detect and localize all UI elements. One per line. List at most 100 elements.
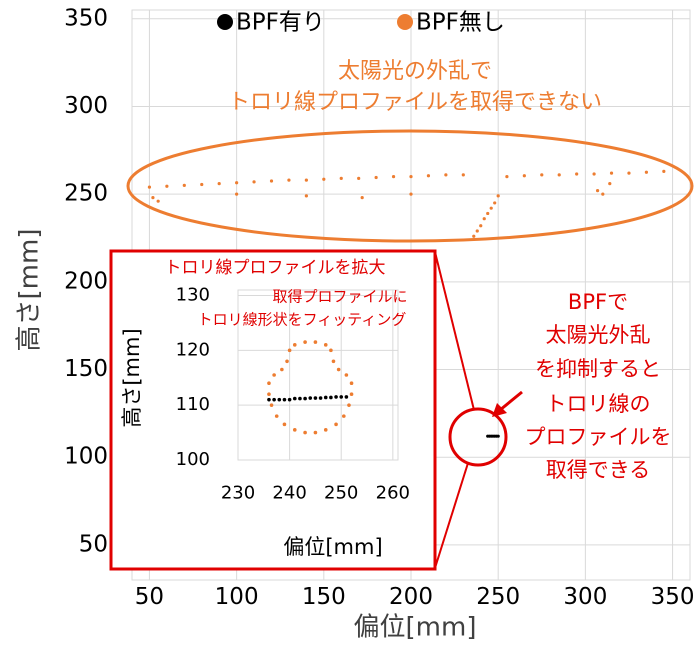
data-point [489,206,493,210]
annotation: トロリ線プロファイルを取得できない [228,90,602,115]
data-point [357,176,361,180]
data-point [496,194,500,198]
data-point [292,396,297,401]
inset-box [109,249,437,571]
annotation: トロリ線プロファイルを拡大 [165,258,386,278]
legend-label: BPF無し [416,10,505,36]
y-axis-title: 高さ[mm] [120,328,144,427]
side-note: BPFで 太陽光外乱 を抑制すると トロリ線の プロファイルを 取得できる [525,290,672,482]
data-point [349,381,354,386]
data-point [496,434,500,438]
data-point [472,234,476,238]
data-point [313,340,318,344]
data-point [292,343,297,347]
legend-label: BPF有り [236,10,325,36]
annotation: を抑制すると [535,357,661,381]
data-point [267,381,271,386]
data-point [272,373,276,377]
data-point [298,396,302,401]
data-point [334,395,338,399]
data-point [323,428,328,432]
data-point [323,343,328,347]
legend-marker [397,14,413,30]
highlight-ellipse [126,129,694,243]
data-point [608,182,612,186]
y-tick-label: 350 [64,5,108,31]
y-tick-label: 120 [176,339,210,360]
y-axis-title: 高さ[mm] [15,229,45,352]
data-point [303,340,307,344]
data-point [505,175,509,179]
annotation: プロファイルを [525,425,672,449]
x-tick-label: 250 [476,584,520,610]
data-point [540,173,544,177]
data-point [282,422,287,427]
x-tick-label: 50 [135,584,164,610]
data-point [252,180,256,184]
data-point [609,171,614,175]
annotation: トロリ線の [546,392,651,416]
data-point [329,348,333,353]
data-point [349,392,354,396]
data-point [486,211,490,216]
data-point [409,175,413,179]
arrow-head [492,403,507,417]
data-point [287,348,292,353]
data-point [156,199,160,203]
connector [434,462,469,569]
data-point [269,403,274,407]
y-tick-label: 110 [176,394,210,415]
y-tick-label: 150 [64,356,108,382]
data-point [182,183,186,187]
arrow [499,390,523,412]
y-tick-label: 50 [79,531,108,557]
data-point [347,403,351,407]
data-point [277,397,282,402]
data-point [444,173,448,177]
data-point [269,179,274,183]
data-point [313,430,318,435]
y-tick-label: 100 [64,444,108,470]
data-point [482,217,486,221]
data-point [336,367,341,372]
data-point [303,396,307,401]
data-point [235,181,239,185]
data-point [272,397,276,402]
x-tick-label: 250 [324,483,358,504]
data-point [342,414,346,418]
data-point [308,396,313,400]
data-point [662,169,666,173]
data-point [329,395,333,400]
y-tick-label: 100 [176,449,210,470]
x-tick-label: 100 [215,584,259,610]
data-point [303,430,307,435]
data-point [280,367,284,372]
data-point [287,397,292,402]
x-axis-title: 偏位[mm] [354,613,477,643]
data-point [595,189,600,193]
data-point [322,177,326,181]
data-point [475,229,479,233]
data-point [318,396,323,400]
data-point [601,192,605,196]
data-point [344,395,349,399]
x-axis-title: 偏位[mm] [283,535,382,559]
data-point [575,172,579,176]
legend-marker [217,14,233,30]
data-point [522,174,526,178]
data-point [151,196,155,200]
data-point [331,359,336,364]
data-point [200,182,204,187]
annotation: 取得できる [546,458,651,482]
data-point [304,194,308,198]
data-point [313,396,318,400]
data-point [339,176,343,180]
data-point [267,392,271,396]
data-point [360,196,364,200]
zoom-circle [448,407,508,467]
data-point [339,395,344,399]
inset-plot: 230 240 250 260 100 110 120 130 偏位[mm] 高さ[mm] [120,284,410,559]
data-point [391,175,396,179]
data-point [267,397,271,402]
y-tick-label: 200 [64,268,108,294]
